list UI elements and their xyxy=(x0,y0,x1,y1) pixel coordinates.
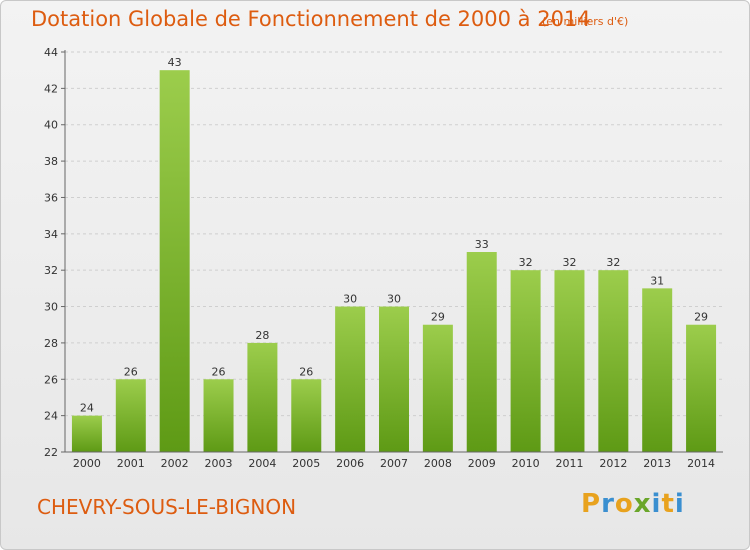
logo-letter: P xyxy=(581,489,602,519)
x-tick-label: 2005 xyxy=(292,457,320,470)
bar-2012 xyxy=(598,270,629,452)
axes xyxy=(61,50,723,453)
x-tick-label: 2012 xyxy=(599,457,627,470)
value-label: 29 xyxy=(694,311,708,324)
y-tick-label: 42 xyxy=(44,82,58,95)
y-tick-label: 44 xyxy=(44,46,58,59)
value-label: 29 xyxy=(431,311,445,324)
value-label: 32 xyxy=(606,256,620,269)
y-tick-label: 28 xyxy=(44,337,58,350)
x-tick-label: 2010 xyxy=(512,457,540,470)
x-tick-label: 2002 xyxy=(161,457,189,470)
x-tick-label: 2007 xyxy=(380,457,408,470)
y-tick-label: 30 xyxy=(44,301,58,314)
y-tick-label: 24 xyxy=(44,410,58,423)
bar-2005 xyxy=(291,379,322,452)
value-label: 26 xyxy=(212,365,226,378)
logo-letter: t xyxy=(661,489,675,519)
bar-2009 xyxy=(466,252,497,452)
value-label: 43 xyxy=(168,56,182,69)
y-tick-label: 34 xyxy=(44,228,58,241)
x-tick-label: 2001 xyxy=(117,457,145,470)
y-tick-label: 36 xyxy=(44,191,58,204)
value-label: 31 xyxy=(650,274,664,287)
x-tick-label: 2006 xyxy=(336,457,364,470)
labels: 22 24 26 28 30 32 34 36 38 40 42 44 24 2000 26 2001 43 20… xyxy=(44,46,715,470)
bar-2011 xyxy=(554,270,585,452)
value-label: 33 xyxy=(475,238,489,251)
bar-2002 xyxy=(159,70,190,452)
chart-title: Dotation Globale de Fonctionnement de 20… xyxy=(31,7,591,31)
bar-2001 xyxy=(115,379,146,452)
value-label: 32 xyxy=(562,256,576,269)
logo-letter: o xyxy=(614,489,634,519)
logo-letter: x xyxy=(633,489,652,519)
bar-2007 xyxy=(379,306,409,452)
x-tick-label: 2003 xyxy=(205,457,233,470)
bar-2014 xyxy=(686,324,717,452)
chart-subtitle: (en milliers d'€) xyxy=(542,15,629,28)
y-tick-label: 38 xyxy=(44,155,58,168)
value-label: 24 xyxy=(80,402,94,415)
x-tick-label: 2011 xyxy=(555,457,583,470)
value-label: 26 xyxy=(124,365,138,378)
bar-2000 xyxy=(71,415,102,452)
bar-2006 xyxy=(335,306,366,452)
y-tick-label: 22 xyxy=(44,446,58,459)
y-tick-label: 32 xyxy=(44,264,58,277)
y-tick-label: 40 xyxy=(44,119,58,132)
bar-2008 xyxy=(422,324,453,452)
bar-2004 xyxy=(247,342,278,452)
x-tick-label: 2004 xyxy=(248,457,276,470)
bars xyxy=(71,70,717,452)
logo-letter: r xyxy=(601,489,615,519)
logo-letter: i xyxy=(674,489,685,519)
value-label: 30 xyxy=(343,293,357,306)
x-tick-label: 2008 xyxy=(424,457,452,470)
x-tick-label: 2009 xyxy=(468,457,496,470)
bar-2013 xyxy=(642,288,673,452)
x-tick-label: 2000 xyxy=(73,457,101,470)
x-tick-label: 2014 xyxy=(687,457,715,470)
logo-letter: i xyxy=(651,489,662,519)
value-label: 28 xyxy=(255,329,269,342)
x-tick-label: 2013 xyxy=(643,457,671,470)
value-label: 30 xyxy=(387,293,401,306)
bar-2010 xyxy=(510,270,541,452)
bar-2003 xyxy=(203,379,234,452)
commune-name: CHEVRY-SOUS-LE-BIGNON xyxy=(37,495,297,519)
value-label: 26 xyxy=(299,365,313,378)
y-tick-label: 26 xyxy=(44,373,58,386)
value-label: 32 xyxy=(519,256,533,269)
proxiti-logo: Proxiti xyxy=(581,489,685,519)
